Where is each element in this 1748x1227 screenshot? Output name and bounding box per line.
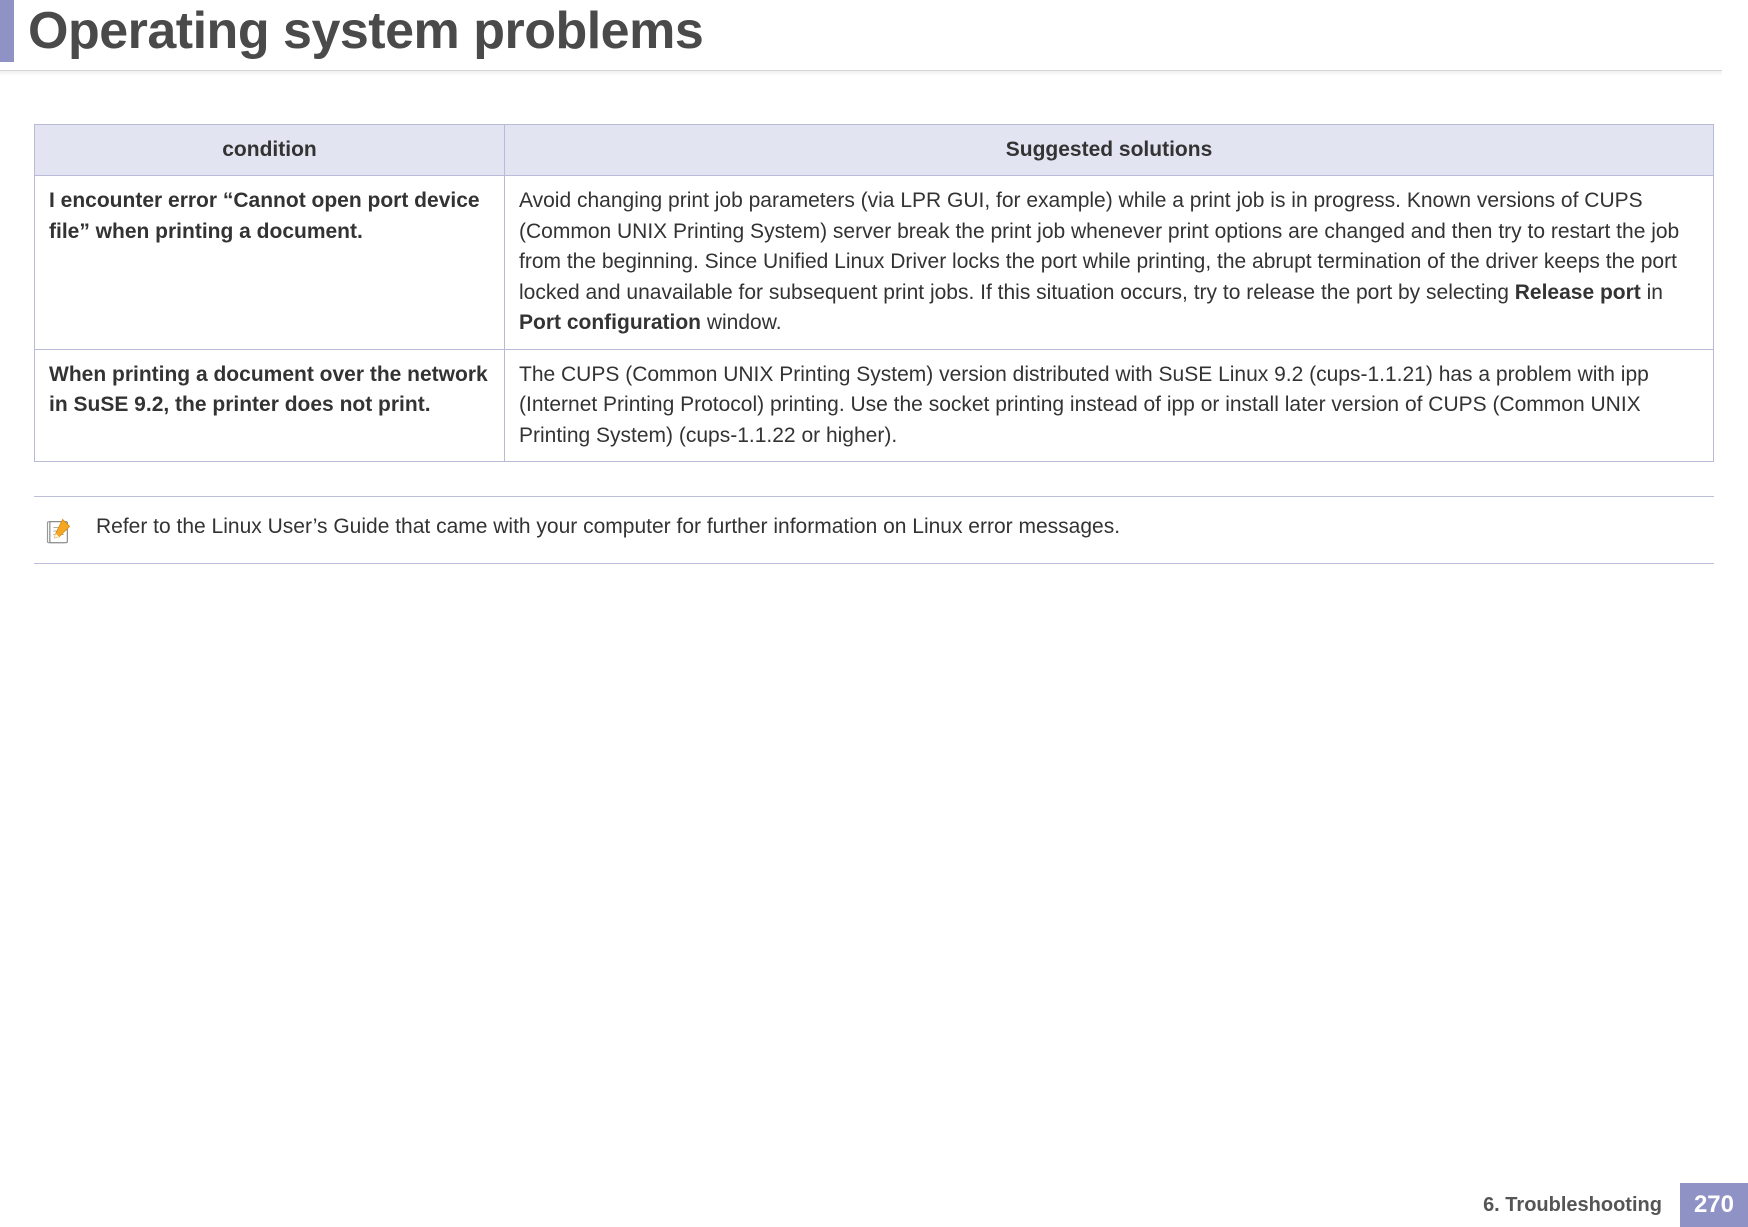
table-row: When printing a document over the networ… [35, 349, 1714, 461]
header-underline [0, 70, 1722, 76]
page-header: Operating system problems [0, 0, 1748, 62]
column-header-solutions: Suggested solutions [505, 125, 1714, 176]
content-area: condition Suggested solutions I encounte… [0, 62, 1748, 564]
page-title: Operating system problems [28, 1, 703, 61]
note-box: Refer to the Linux User’s Guide that cam… [34, 496, 1714, 564]
note-text: Refer to the Linux User’s Guide that cam… [96, 515, 1120, 539]
table-header-row: condition Suggested solutions [35, 125, 1714, 176]
footer-page-number: 270 [1680, 1183, 1748, 1227]
solution-text-mid: in [1641, 281, 1663, 304]
solution-text-post: window. [701, 311, 782, 334]
solution-bold-1: Release port [1515, 281, 1641, 304]
header-accent-bar [0, 0, 14, 62]
solution-bold-2: Port configuration [519, 311, 701, 334]
table-row: I encounter error “Cannot open port devi… [35, 176, 1714, 349]
footer-chapter-label: 6. Troubleshooting [1465, 1183, 1680, 1227]
problems-table: condition Suggested solutions I encounte… [34, 124, 1714, 462]
condition-cell: I encounter error “Cannot open port devi… [35, 176, 505, 349]
column-header-condition: condition [35, 125, 505, 176]
page-footer: 6. Troubleshooting 270 [0, 1183, 1748, 1227]
solution-cell: The CUPS (Common UNIX Printing System) v… [505, 349, 1714, 461]
note-pencil-icon [44, 517, 72, 545]
solution-cell: Avoid changing print job parameters (via… [505, 176, 1714, 349]
solution-text-pre: The CUPS (Common UNIX Printing System) v… [519, 363, 1649, 447]
condition-cell: When printing a document over the networ… [35, 349, 505, 461]
solution-text-pre: Avoid changing print job parameters (via… [519, 189, 1679, 303]
